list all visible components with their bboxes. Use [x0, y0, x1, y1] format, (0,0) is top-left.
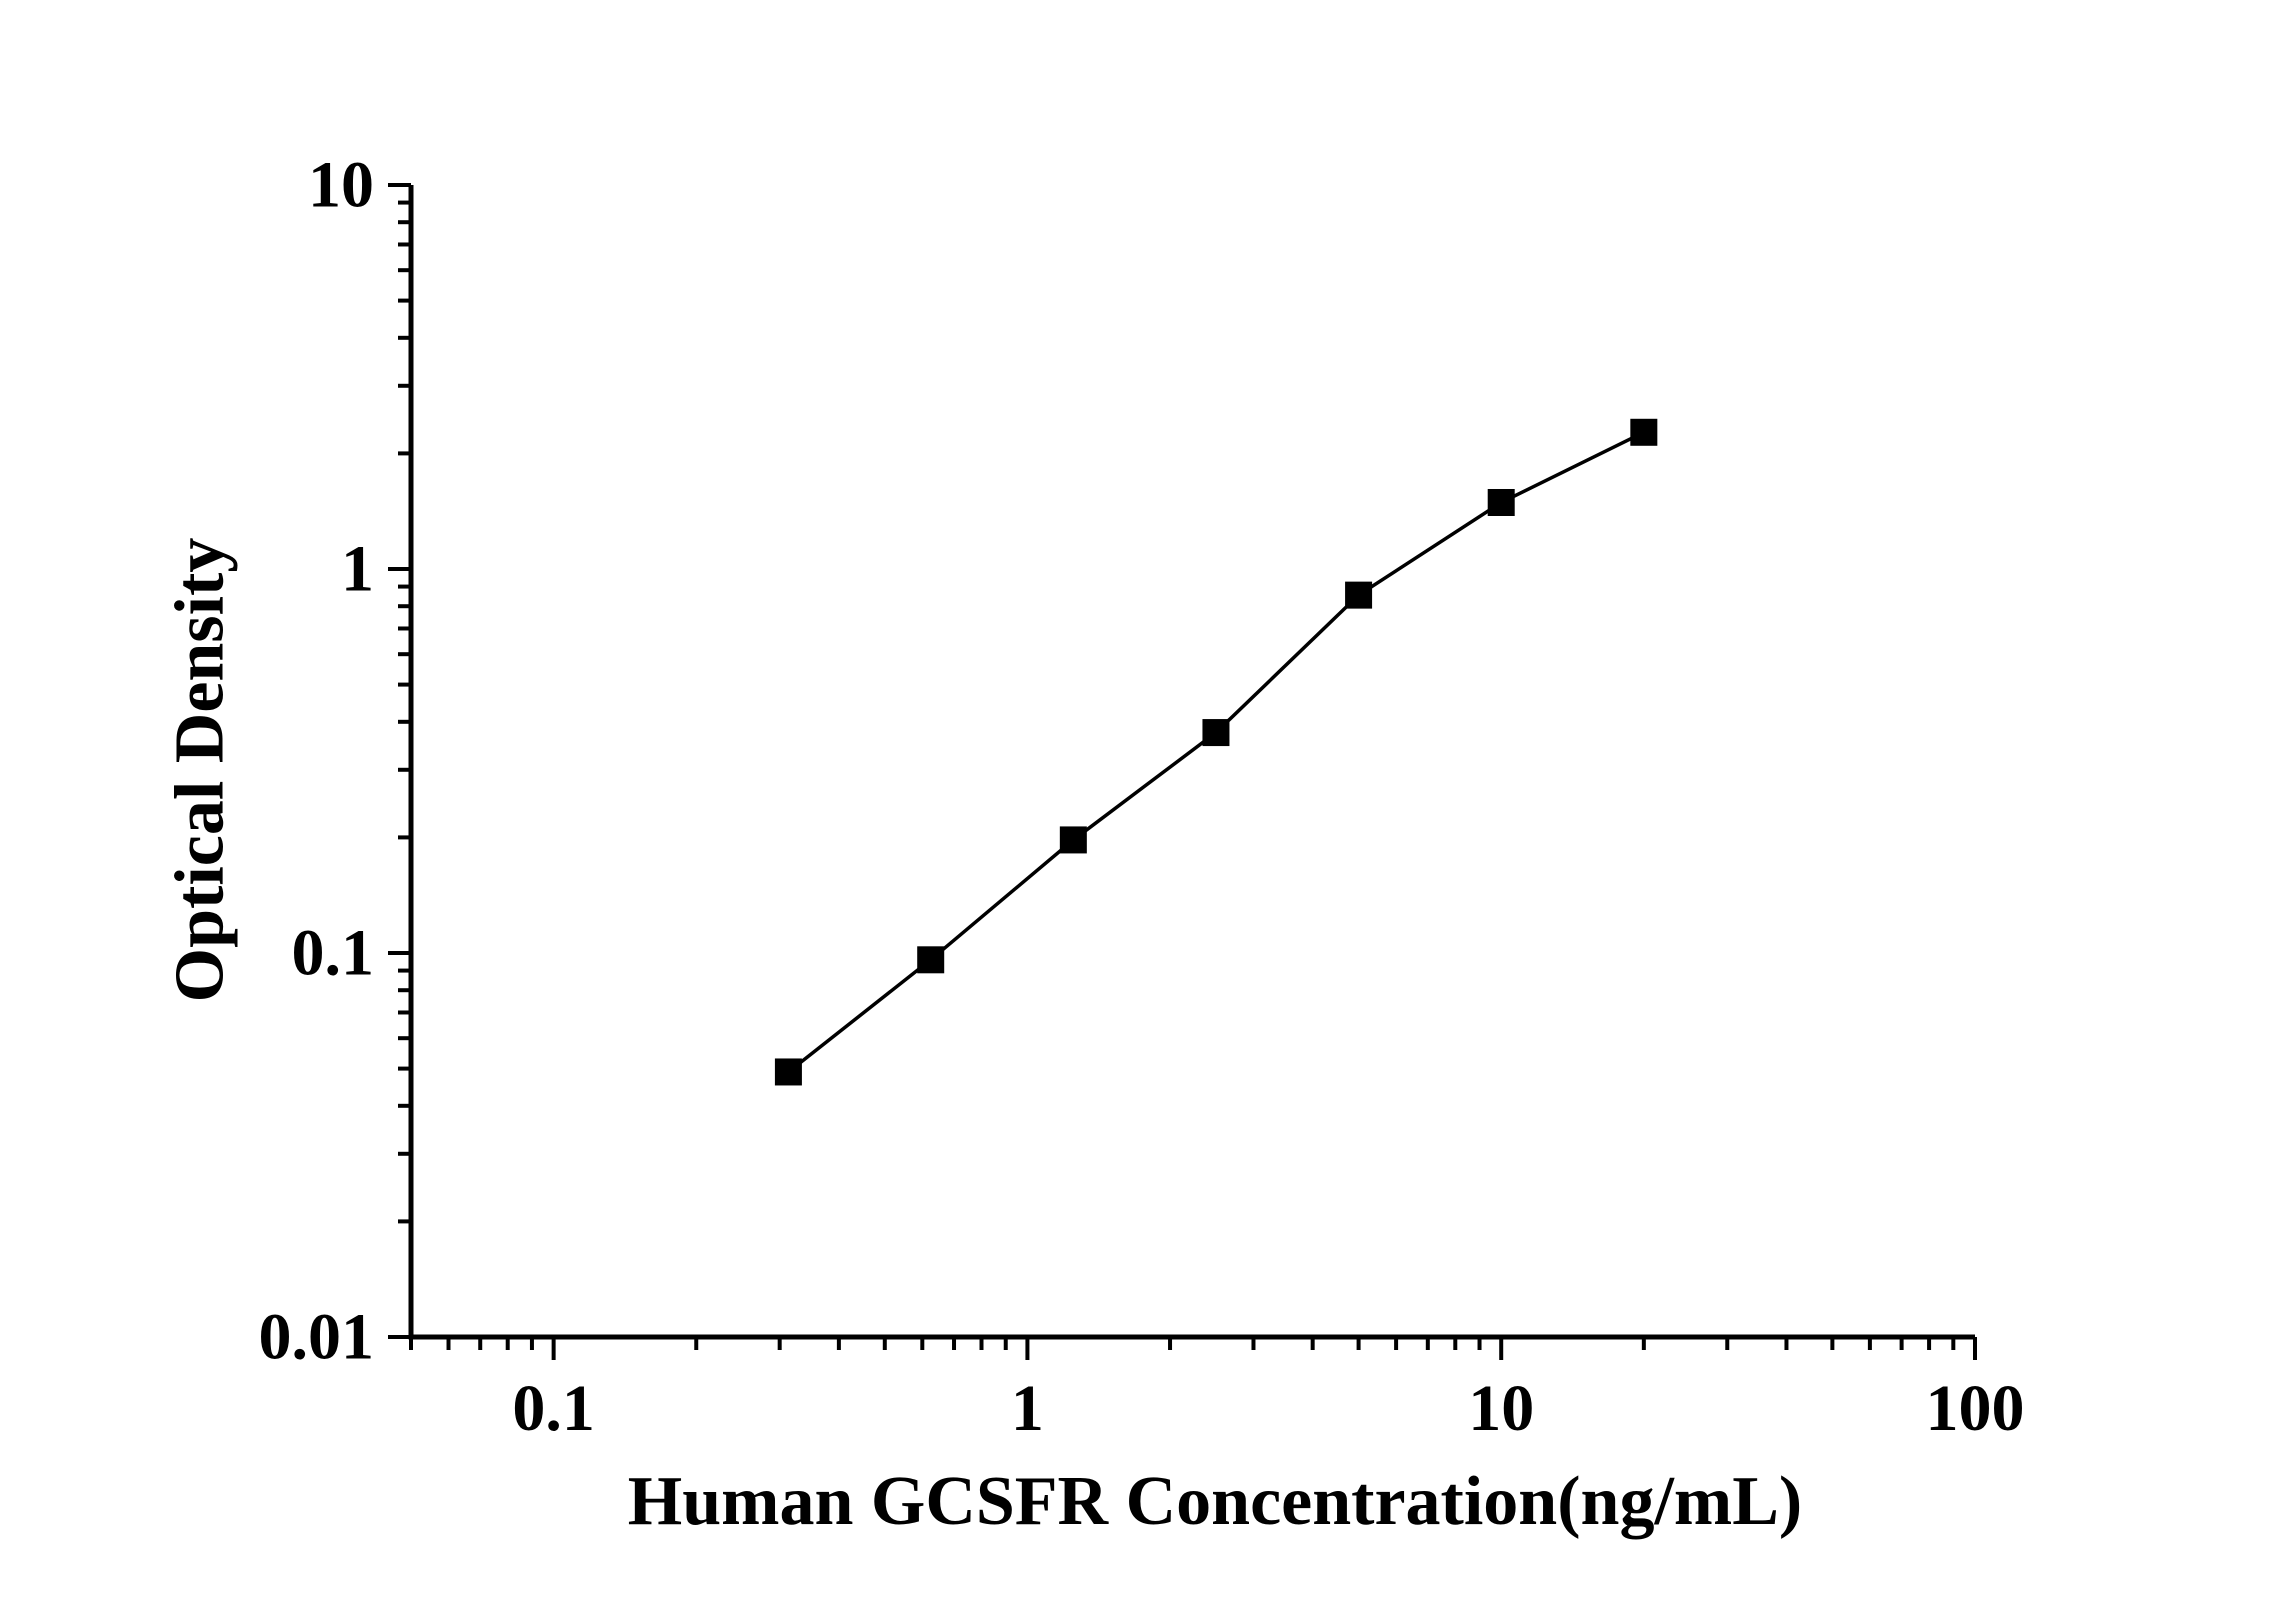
x-tick-label: 100	[1926, 1372, 2025, 1445]
data-point-marker	[774, 1058, 802, 1086]
x-tick-label: 10	[1468, 1372, 1534, 1445]
y-tick-label: 0.01	[259, 1301, 375, 1374]
axis-spine	[408, 185, 1975, 1340]
data-point-marker	[1059, 826, 1087, 854]
x-axis-title: Human GCSFR Concentration(ng/mL)	[628, 1463, 1802, 1540]
y-tick-label: 0.1	[292, 917, 375, 990]
x-tick-label: 0.1	[512, 1372, 595, 1445]
y-tick-label: 1	[341, 533, 374, 606]
y-tick-label: 10	[308, 149, 374, 222]
data-point-marker	[1630, 418, 1658, 446]
y-axis-title: Optical Density	[162, 538, 239, 1003]
data-point-marker	[917, 946, 945, 974]
series-line	[787, 430, 1645, 1074]
data-point-marker	[1345, 581, 1373, 609]
data-point-marker	[1202, 719, 1230, 747]
data-point-marker	[1487, 488, 1515, 516]
x-tick-label: 1	[1011, 1372, 1044, 1445]
